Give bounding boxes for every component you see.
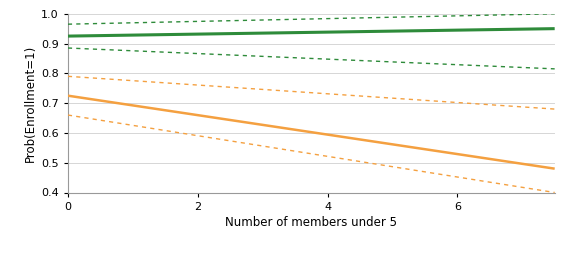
Y-axis label: Prob(Enrollment=1): Prob(Enrollment=1): [24, 45, 37, 162]
Legend: 1st quintile, 95% Conf. Interval, 5th quintile, 95% Conf. Interval: 1st quintile, 95% Conf. Interval, 5th qu…: [79, 273, 544, 275]
X-axis label: Number of members under 5: Number of members under 5: [225, 216, 397, 229]
